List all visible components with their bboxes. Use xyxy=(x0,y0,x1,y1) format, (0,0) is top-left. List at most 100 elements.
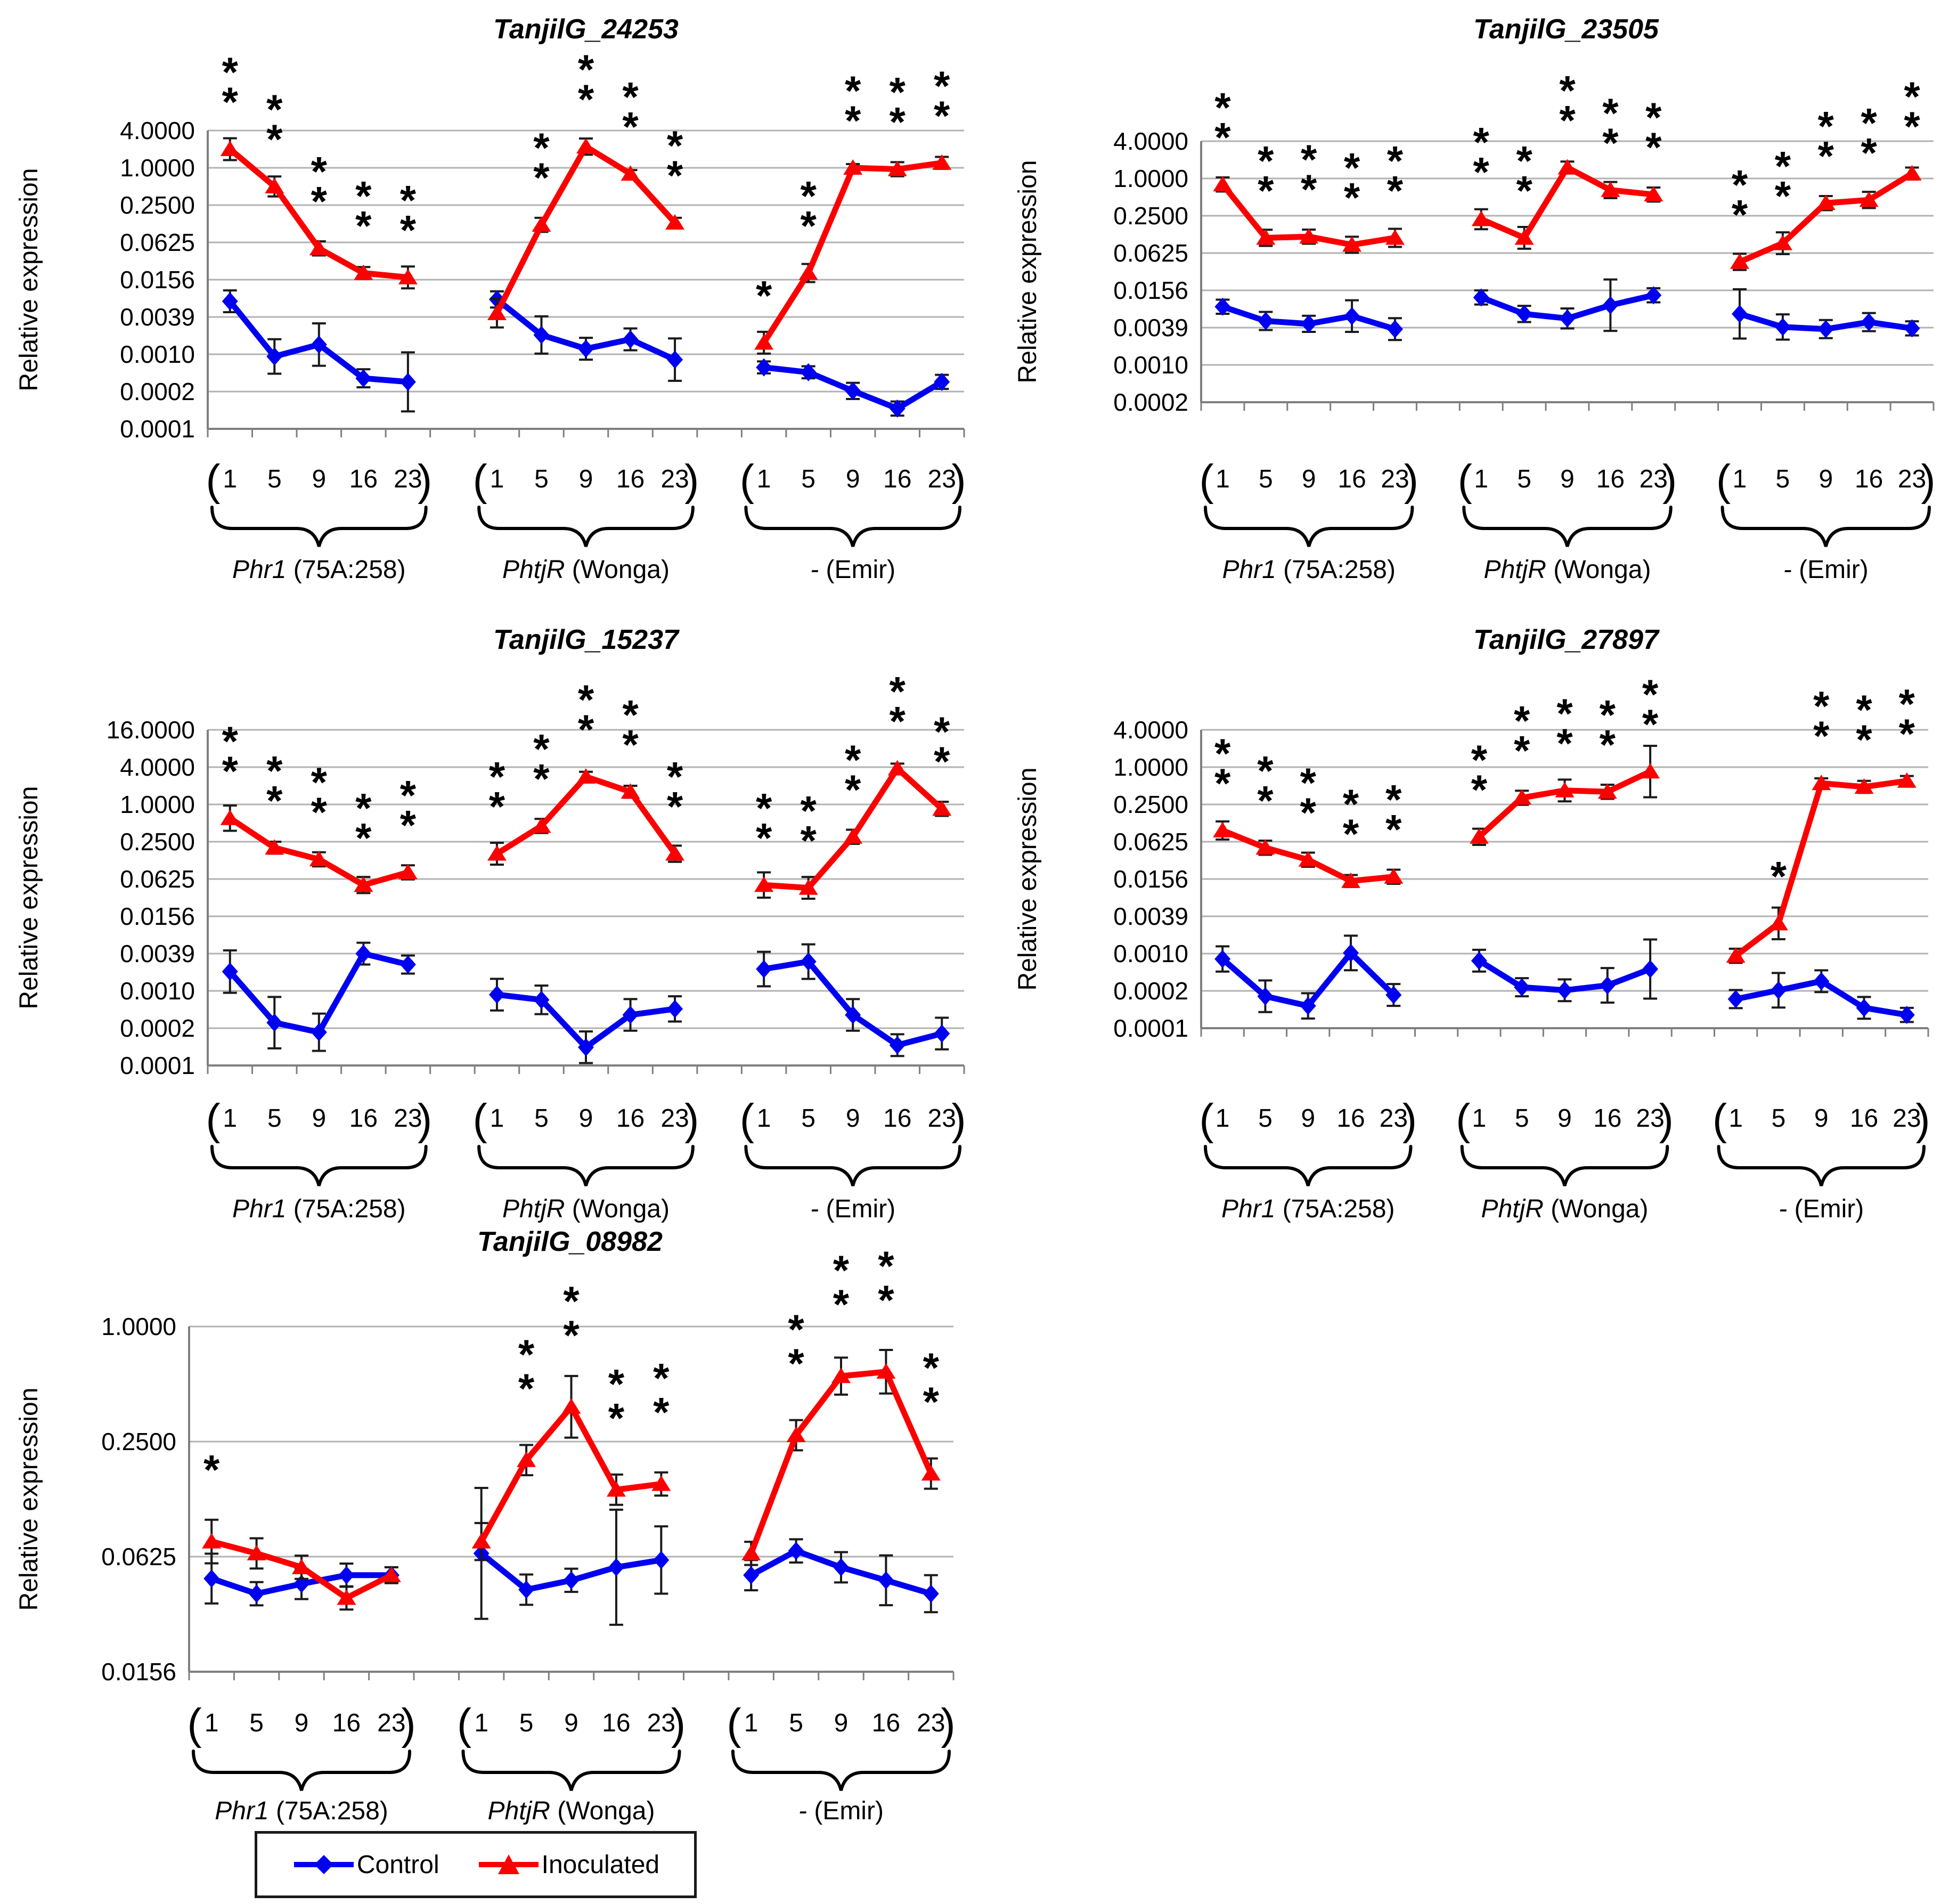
data-point-control xyxy=(248,1584,265,1603)
significance-asterisk: * xyxy=(756,814,772,861)
significance-asterisk: * xyxy=(266,86,283,133)
significance-asterisk: * xyxy=(533,124,550,171)
group-close-paren: ) xyxy=(1921,456,1935,505)
data-point-control xyxy=(1861,313,1877,331)
data-point-inoculated xyxy=(247,1544,266,1560)
significance-asterisk: * xyxy=(608,1360,625,1407)
data-point-control xyxy=(266,347,283,366)
group-close-paren: ) xyxy=(684,1095,699,1144)
timepoint-label: 5 xyxy=(534,465,549,493)
group-close-paren: ) xyxy=(401,1700,415,1748)
y-tick-label: 4.0000 xyxy=(1113,127,1188,155)
timepoint-label: 9 xyxy=(1818,465,1833,493)
data-point-inoculated xyxy=(1256,229,1276,245)
timepoint-label: 5 xyxy=(534,1104,549,1133)
chart-tanjilg_27897: TanjilG_27897 Relative expression 4.0000 1.… xyxy=(1014,624,1930,1223)
group-brace xyxy=(1204,1145,1413,1186)
legend-label-inoculated: Inoculated xyxy=(541,1850,660,1879)
data-point-control xyxy=(1599,976,1616,995)
timepoint-label: 16 xyxy=(1596,465,1625,493)
data-point-inoculated xyxy=(381,1566,401,1582)
significance-asterisk: * xyxy=(1645,94,1662,141)
data-point-inoculated xyxy=(1773,234,1792,250)
y-tick-label: 1.0000 xyxy=(120,791,195,818)
y-tick-label: 0.0156 xyxy=(1113,865,1188,893)
data-point-inoculated xyxy=(1471,210,1491,226)
data-point-inoculated xyxy=(798,879,818,895)
data-point-inoculated xyxy=(220,141,240,156)
series-line-inoculated xyxy=(494,143,678,316)
significance-asterisk: * xyxy=(878,1276,894,1323)
data-point-inoculated xyxy=(1213,176,1233,192)
data-point-control xyxy=(563,1571,580,1590)
timepoint-label: 1 xyxy=(223,1104,237,1133)
significance-asterisk: * xyxy=(653,1355,670,1402)
significance-asterisk: * xyxy=(311,759,328,805)
timepoint-label: 5 xyxy=(801,465,815,493)
y-tick-label: 4.0000 xyxy=(120,753,195,781)
legend-item-control: Control xyxy=(292,1850,439,1879)
timepoint-label: 9 xyxy=(295,1709,309,1737)
significance-asterisk: * xyxy=(222,747,239,794)
significance-asterisk: * xyxy=(489,753,505,800)
group-label: Phr1 (75A:258) xyxy=(215,1797,388,1825)
y-tick-label: 0.0002 xyxy=(1113,388,1188,416)
significance-asterisk: * xyxy=(1300,759,1317,806)
timepoint-label: 9 xyxy=(1814,1104,1829,1133)
group-open-paren: ( xyxy=(1716,456,1731,505)
significance-asterisk: * xyxy=(1771,852,1787,899)
data-point-inoculated xyxy=(1385,229,1405,245)
y-tick-label: 0.0625 xyxy=(120,865,195,893)
group-close-paren: ) xyxy=(418,456,432,505)
timepoint-label: 23 xyxy=(394,465,422,493)
significance-asterisk: * xyxy=(1813,712,1830,759)
timepoint-label: 1 xyxy=(223,465,237,493)
significance-asterisk: * xyxy=(1600,691,1616,738)
timepoint-label: 5 xyxy=(1258,1104,1273,1133)
group-brace xyxy=(461,1750,681,1791)
significance-asterisk: * xyxy=(934,738,950,785)
timepoint-label: 23 xyxy=(1640,465,1668,493)
significance-asterisk: * xyxy=(756,784,772,831)
data-point-inoculated xyxy=(1641,763,1660,779)
timepoint-label: 9 xyxy=(564,1709,578,1737)
significance-asterisk: * xyxy=(923,1344,940,1391)
timepoint-label: 23 xyxy=(660,465,689,493)
data-point-control xyxy=(578,339,594,358)
data-point-control xyxy=(1344,307,1360,326)
significance-asterisk: * xyxy=(1642,701,1659,747)
data-point-control xyxy=(488,986,505,1004)
significance-asterisk: * xyxy=(1556,690,1573,737)
group-label: Phr1 (75A:258) xyxy=(232,556,406,584)
group-label: PhtjR (Wonga) xyxy=(502,556,670,584)
timepoint-label: 23 xyxy=(1636,1104,1664,1133)
significance-asterisk: * xyxy=(400,207,417,254)
data-point-control xyxy=(743,1566,760,1584)
timepoint-label: 5 xyxy=(1772,1104,1786,1133)
significance-asterisk: * xyxy=(1899,710,1915,757)
data-point-control xyxy=(1556,981,1573,999)
group-label: Phr1 (75A:258) xyxy=(1221,1195,1395,1223)
significance-asterisk: * xyxy=(1861,129,1877,176)
data-point-inoculated xyxy=(337,1589,356,1605)
significance-asterisk: * xyxy=(1818,132,1834,179)
group-open-paren: ( xyxy=(457,1700,471,1748)
data-point-inoculated xyxy=(517,1451,536,1467)
significance-asterisk: * xyxy=(489,783,505,830)
data-point-inoculated xyxy=(1299,228,1319,244)
data-point-inoculated xyxy=(1644,186,1663,202)
y-tick-label: 0.0010 xyxy=(1113,940,1188,967)
group-close-paren: ) xyxy=(418,1095,432,1144)
chart-tanjilg_23505: TanjilG_23505 Relative expression 4.0000 1.… xyxy=(1014,14,1936,584)
significance-asterisk: * xyxy=(608,1394,625,1441)
group-close-paren: ) xyxy=(951,456,966,505)
data-point-control xyxy=(756,358,772,377)
y-tick-label: 0.0010 xyxy=(120,977,195,1005)
group-open-paren: ( xyxy=(206,456,220,505)
data-point-inoculated xyxy=(1597,783,1617,799)
data-point-control xyxy=(889,1036,906,1054)
data-point-inoculated xyxy=(1768,915,1788,931)
series-line-inoculated xyxy=(1736,170,1915,265)
data-point-control xyxy=(1642,959,1659,978)
y-tick-label: 0.0002 xyxy=(120,378,195,405)
